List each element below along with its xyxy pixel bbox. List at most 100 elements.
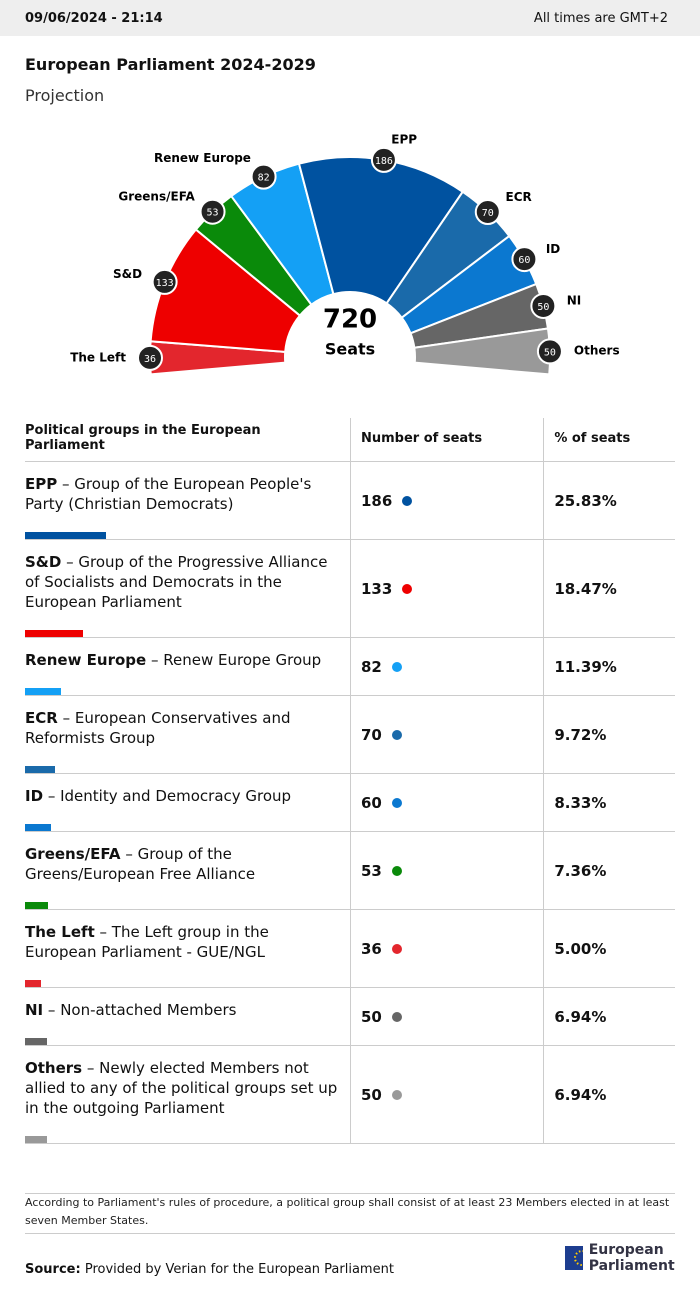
seats-value: 60 [361,793,382,812]
percent-cell: 6.94% [543,1045,675,1144]
total-label: Seats [325,340,375,359]
group-name: – Group of the European People's Party (… [25,475,312,513]
seat-dot [391,798,402,808]
chart: 720 Seats 36 The Left 133 S&D 53 Greens/EFA 82… [70,133,620,376]
group-cell: S&D – Group of the Progressive Alliance … [25,539,351,638]
footnote: According to Parliament's rules of proce… [25,1193,675,1234]
seats-cell: 133 [349,539,544,638]
source: Source: Provided by Verian for the Europ… [25,1262,394,1277]
group-cell: NI – Non-attached Members [25,987,351,1046]
percent-value: 6.94% [554,1085,607,1104]
group-cell: The Left – The Left group in the Europea… [25,909,351,988]
group-abbr: Renew Europe [25,651,147,669]
group-abbr: The Left [25,923,95,941]
value-badge [511,246,538,273]
value-label: 50 [537,302,549,313]
seat-dot [391,1090,402,1100]
group-cell: Renew Europe – Renew Europe Group [25,637,351,696]
percent-value: 5.00% [554,939,607,958]
total-seats: 720 [323,305,377,335]
group-label: Renew Europe [154,151,251,165]
value-badge [151,268,178,295]
value-label: 82 [258,173,270,184]
timezone: All times are GMT+2 [533,10,668,26]
percent-value: 8.33% [554,793,607,812]
group-name: – The Left group in the European Parliam… [25,923,269,961]
value-badge [199,198,226,225]
percent-value: 6.94% [554,1007,607,1026]
seats-cell: 50 [349,1045,544,1144]
percent-value: 9.72% [554,725,607,744]
value-badge [536,338,563,365]
seats-value: 53 [361,861,382,880]
percent-value: 11.39% [554,657,617,676]
group-abbr: NI [25,1001,44,1019]
percent-cell: 9.72% [543,695,675,774]
table-row: S&D – Group of the Progressive Alliance … [25,539,675,638]
percent-value: 25.83% [554,491,617,510]
logo: European Parliament [565,1242,675,1274]
seats-value: 36 [361,939,382,958]
group-name: – Newly elected Members not allied to an… [25,1059,338,1117]
group-label: S&D [113,267,142,281]
table-row: ECR – European Conservatives and Reformi… [25,695,675,774]
seats-value: 70 [361,725,382,744]
table-row: EPP – Group of the European People's Par… [25,461,675,540]
chart-subtitle: Projection [25,86,105,105]
seat-dot [402,496,413,506]
group-name: – Identity and Democracy Group [47,787,292,805]
group-label: Greens/EFA [118,190,195,204]
seat-dot [391,1012,402,1022]
seats-cell: 36 [349,909,544,988]
group-cell: ID – Identity and Democracy Group [25,773,351,832]
seat-dot [391,866,402,876]
value-label: 50 [544,347,556,358]
group-name: – Group of the Progressive Alliance of S… [25,553,328,611]
value-label: 53 [207,208,219,219]
seat-dot [391,944,402,954]
group-cell: ECR – European Conservatives and Reformi… [25,695,351,774]
seats-cell: 186 [349,461,544,540]
group-abbr: Others [25,1059,83,1077]
logo-flag [565,1246,583,1270]
percent-cell: 6.94% [543,987,675,1046]
seats-value: 133 [361,579,393,598]
percent-cell: 11.39% [543,637,675,696]
group-name: – Non-attached Members [47,1001,237,1019]
value-badge [530,292,557,319]
seat-bar [25,980,41,987]
table-row: Renew Europe – Renew Europe Group 82 11.39… [25,637,675,696]
group-cell: Greens/EFA – Group of the Greens/Europea… [25,831,351,910]
percent-value: 7.36% [554,861,607,880]
seat-bar [25,688,61,695]
seat-dot [391,662,402,672]
seats-cell: 82 [349,637,544,696]
group-label: NI [567,293,582,307]
value-badge [370,146,397,173]
datetime: 09/06/2024 - 21:14 [25,10,163,26]
value-badge [250,163,277,190]
seat-bar [25,766,56,773]
table-row: ID – Identity and Democracy Group 60 8.33% [25,773,675,832]
table-row: The Left – The Left group in the Europea… [25,909,675,988]
seat-bar [25,824,52,831]
seat-bar [25,532,106,539]
seat-dot [402,584,413,594]
group-abbr: S&D [25,553,62,571]
column-header: % of seats [543,418,675,462]
group-abbr: ECR [25,709,58,727]
value-label: 133 [156,278,174,289]
table-row: Others – Newly elected Members not allie… [25,1045,675,1144]
group-abbr: EPP [25,475,58,493]
group-label: ID [546,242,560,256]
group-label: ECR [506,190,532,204]
source-text: Provided by Verian for the European Parl… [84,1262,394,1277]
seat-bar [25,1136,47,1143]
seats-value: 50 [361,1085,382,1104]
group-name: – European Conservatives and Reformists … [25,709,291,747]
seat-dot [391,730,402,740]
column-header: Political groups in the European Parliam… [25,418,351,462]
group-name: – Renew Europe Group [150,651,322,669]
value-label: 186 [375,156,393,167]
